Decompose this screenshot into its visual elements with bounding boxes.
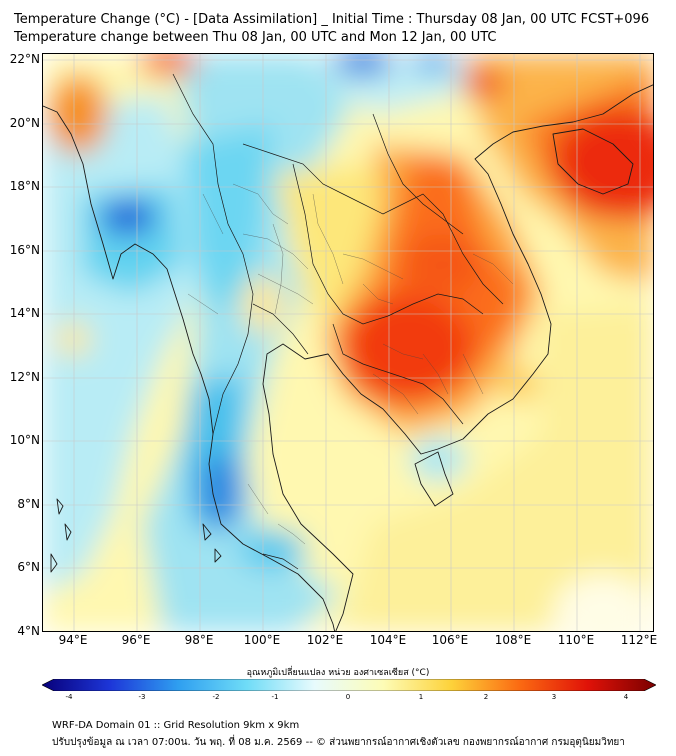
lat-label-16n: 16°N bbox=[9, 243, 40, 257]
lon-label-94e: 94°E bbox=[58, 633, 88, 647]
colorbar-tick: 2 bbox=[483, 693, 489, 701]
footer-domain-info: WRF-DA Domain 01 :: Grid Resolution 9km … bbox=[52, 720, 300, 731]
colorbar-title: อุณหภูมิเปลี่ยนแปลง หน่วย องศาเซลเซียส (… bbox=[246, 668, 430, 678]
map-canvas bbox=[43, 54, 653, 631]
map-title: Temperature Change (°C) - [Data Assimila… bbox=[14, 12, 650, 27]
lon-label-108e: 108°E bbox=[494, 633, 532, 647]
lat-label-14n: 14°N bbox=[9, 306, 40, 320]
colorbar-tick: 3 bbox=[551, 693, 557, 701]
colorbar-tick: -1 bbox=[271, 693, 279, 701]
country-borders bbox=[172, 73, 504, 570]
footer-update-credit: ปรับปรุงข้อมูล ณ เวลา 07:00น. วัน พฤ. ที… bbox=[52, 737, 625, 748]
lat-label-10n: 10°N bbox=[9, 433, 40, 447]
lat-label-22n: 22°N bbox=[9, 52, 40, 66]
colorbar-tick: -2 bbox=[212, 693, 220, 701]
lon-label-102e: 102°E bbox=[306, 633, 344, 647]
coastlines bbox=[43, 84, 653, 631]
lat-label-18n: 18°N bbox=[9, 179, 40, 193]
lon-label-96e: 96°E bbox=[121, 633, 151, 647]
lon-label-104e: 104°E bbox=[369, 633, 407, 647]
colorbar-tick: 1 bbox=[418, 693, 424, 701]
colorbar-tick: -3 bbox=[138, 693, 146, 701]
lat-label-6n: 6°N bbox=[17, 560, 40, 574]
province-borders bbox=[187, 183, 514, 545]
lat-label-20n: 20°N bbox=[9, 116, 40, 130]
temperature-field bbox=[43, 54, 653, 631]
colorbar bbox=[42, 679, 656, 691]
colorbar-tick: 4 bbox=[623, 693, 629, 701]
lat-label-12n: 12°N bbox=[9, 370, 40, 384]
lon-label-106e: 106°E bbox=[431, 633, 469, 647]
lon-label-100e: 100°E bbox=[243, 633, 281, 647]
colorbar-tick: -4 bbox=[65, 693, 73, 701]
temperature-change-map bbox=[42, 53, 654, 632]
lon-label-98e: 98°E bbox=[184, 633, 214, 647]
lat-label-4n: 4°N bbox=[17, 624, 40, 638]
lon-label-110e: 110°E bbox=[557, 633, 595, 647]
lon-label-112e: 112°E bbox=[620, 633, 658, 647]
graticule bbox=[43, 54, 653, 631]
colorbar-tick: 0 bbox=[345, 693, 351, 701]
lat-label-8n: 8°N bbox=[17, 497, 40, 511]
map-subtitle: Temperature change between Thu 08 Jan, 0… bbox=[14, 30, 497, 45]
